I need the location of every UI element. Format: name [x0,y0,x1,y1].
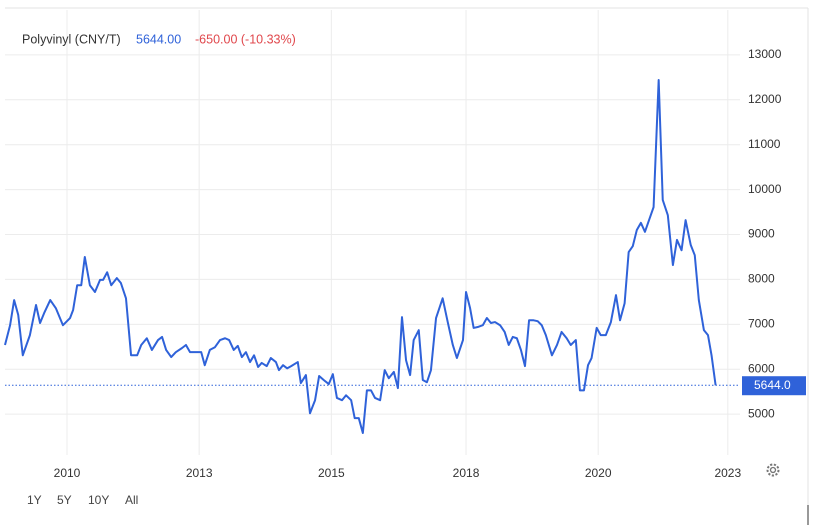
range-button[interactable]: 1Y [27,493,42,507]
range-button[interactable]: 10Y [88,493,109,507]
labels: 5000 6000 7000 8000 9000 10000 11000 12000 13000… [27,47,791,507]
y-tick-label: 11000 [748,137,781,151]
range-button[interactable]: 5Y [57,493,72,507]
series-name: Polyvinyl (CNY/T) [22,32,121,46]
settings-icon[interactable] [766,463,780,477]
gear-teeth[interactable] [766,463,780,477]
change: -650.00 (-10.33%) [195,32,296,46]
y-tick-label: 13000 [748,47,782,61]
y-tick-label: 12000 [748,92,782,106]
last-value-badge [742,376,806,396]
x-tick-label: 2023 [714,466,741,480]
x-tick-label: 2020 [585,466,612,480]
y-tick-label: 9000 [748,227,775,241]
x-tick-label: 2018 [453,466,480,480]
y-tick-label: 10000 [748,182,782,196]
last-value-label: 5644.0 [754,378,791,392]
y-tick-label: 7000 [748,317,775,331]
price: 5644.00 [136,32,181,46]
x-tick-label: 2010 [54,466,81,480]
series-line [4,79,717,434]
gear-hub[interactable] [769,466,777,474]
x-tick-label: 2013 [186,466,213,480]
range-button[interactable]: All [125,493,138,507]
y-tick-label: 5000 [748,406,775,420]
y-tick-label: 8000 [748,272,775,286]
x-tick-label: 2015 [318,466,345,480]
marks [4,79,806,434]
y-tick-label: 6000 [748,361,775,375]
